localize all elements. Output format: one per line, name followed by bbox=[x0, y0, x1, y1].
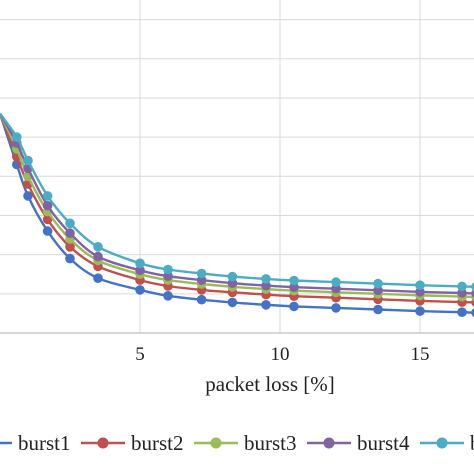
data-point bbox=[163, 271, 173, 282]
data-point bbox=[135, 258, 145, 269]
data-point bbox=[163, 291, 173, 301]
data-point bbox=[93, 273, 103, 284]
legend-label: burst2 bbox=[131, 431, 184, 455]
x-axis-label: packet loss [%] bbox=[205, 372, 334, 396]
legend-item-burst2: burst2 bbox=[81, 431, 184, 455]
legend-swatch-marker bbox=[323, 437, 335, 449]
data-point bbox=[331, 283, 341, 294]
data-point bbox=[196, 294, 207, 305]
data-point bbox=[227, 271, 238, 282]
data-point bbox=[415, 287, 425, 297]
data-point bbox=[65, 242, 75, 252]
series-burst4 bbox=[0, 113, 474, 298]
data-point bbox=[331, 303, 341, 313]
data-point bbox=[23, 155, 33, 166]
data-point bbox=[471, 289, 474, 298]
data-point bbox=[373, 278, 383, 289]
data-point bbox=[289, 301, 299, 312]
data-point bbox=[196, 268, 207, 279]
data-point bbox=[289, 275, 299, 286]
legend-label: burst3 bbox=[244, 431, 297, 455]
data-point bbox=[135, 285, 145, 295]
data-point bbox=[457, 281, 467, 292]
data-point bbox=[227, 278, 238, 289]
data-point bbox=[289, 282, 299, 293]
legend-label: burst4 bbox=[357, 431, 410, 455]
series-line bbox=[0, 113, 474, 299]
series-burst3 bbox=[0, 113, 474, 302]
data-point bbox=[261, 280, 271, 291]
data-point bbox=[457, 307, 467, 318]
data-point bbox=[42, 191, 53, 201]
legend-item-burst4: burst4 bbox=[307, 431, 410, 455]
data-point bbox=[373, 304, 383, 315]
data-point bbox=[65, 253, 75, 264]
x-tick-label: 15 bbox=[411, 344, 430, 365]
data-point bbox=[373, 285, 383, 296]
x-tick-label: 10 bbox=[271, 344, 290, 365]
data-point bbox=[163, 264, 173, 275]
data-point bbox=[261, 274, 271, 284]
series-lines bbox=[0, 112, 474, 318]
x-tick-labels: 5 10 15 bbox=[135, 344, 429, 365]
legend-item-burst5: burst5 bbox=[420, 431, 474, 455]
data-point bbox=[65, 228, 75, 238]
data-point bbox=[471, 308, 474, 317]
legend-swatch-marker bbox=[436, 437, 448, 449]
data-point bbox=[65, 218, 75, 229]
data-point bbox=[93, 242, 103, 252]
legend-item-burst1: burst1 bbox=[0, 431, 71, 455]
data-point bbox=[261, 300, 271, 310]
legend-swatch-marker bbox=[210, 437, 222, 449]
data-point bbox=[42, 226, 53, 236]
x-tick-label: 5 bbox=[135, 344, 145, 365]
data-point bbox=[227, 297, 238, 308]
series-line bbox=[0, 113, 474, 304]
data-point bbox=[23, 191, 33, 201]
legend-item-burst3: burst3 bbox=[194, 431, 297, 455]
data-point bbox=[457, 288, 467, 298]
data-point bbox=[93, 251, 103, 262]
data-point bbox=[42, 200, 53, 211]
legend-swatch-marker bbox=[97, 437, 109, 449]
legend-label: burst1 bbox=[18, 431, 71, 455]
data-point bbox=[135, 265, 145, 276]
series-line bbox=[0, 113, 474, 295]
legend-label: burst5 bbox=[470, 431, 474, 455]
data-point bbox=[331, 277, 341, 287]
data-point bbox=[196, 275, 207, 285]
data-point bbox=[11, 132, 22, 142]
data-point bbox=[415, 306, 425, 316]
data-point bbox=[415, 280, 425, 291]
data-point bbox=[471, 282, 474, 292]
series-burst5 bbox=[0, 112, 474, 292]
legend: burst1 burst2 burst3 burst4 burst5 bbox=[0, 431, 474, 455]
